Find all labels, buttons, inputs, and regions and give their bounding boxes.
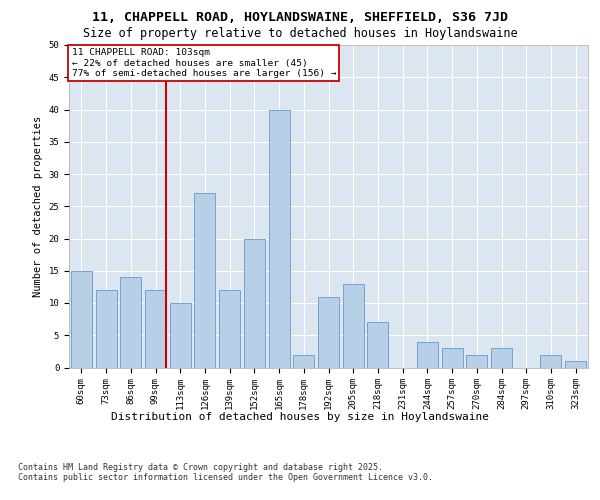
Bar — [417, 342, 438, 367]
Bar — [219, 290, 240, 368]
Bar — [120, 277, 141, 368]
Bar — [466, 354, 487, 368]
Text: Contains HM Land Registry data © Crown copyright and database right 2025.
Contai: Contains HM Land Registry data © Crown c… — [18, 462, 433, 482]
Y-axis label: Number of detached properties: Number of detached properties — [33, 116, 43, 297]
Bar — [71, 271, 92, 368]
Bar — [442, 348, 463, 368]
Text: Distribution of detached houses by size in Hoylandswaine: Distribution of detached houses by size … — [111, 412, 489, 422]
Bar — [367, 322, 388, 368]
Bar — [318, 296, 339, 368]
Bar — [293, 354, 314, 368]
Bar — [170, 303, 191, 368]
Bar — [565, 361, 586, 368]
Text: 11 CHAPPELL ROAD: 103sqm
← 22% of detached houses are smaller (45)
77% of semi-d: 11 CHAPPELL ROAD: 103sqm ← 22% of detach… — [71, 48, 336, 78]
Bar — [244, 238, 265, 368]
Text: 11, CHAPPELL ROAD, HOYLANDSWAINE, SHEFFIELD, S36 7JD: 11, CHAPPELL ROAD, HOYLANDSWAINE, SHEFFI… — [92, 11, 508, 24]
Bar — [541, 354, 562, 368]
Bar — [269, 110, 290, 368]
Text: Size of property relative to detached houses in Hoylandswaine: Size of property relative to detached ho… — [83, 28, 517, 40]
Bar — [343, 284, 364, 368]
Bar — [194, 194, 215, 368]
Bar — [145, 290, 166, 368]
Bar — [95, 290, 116, 368]
Bar — [491, 348, 512, 368]
